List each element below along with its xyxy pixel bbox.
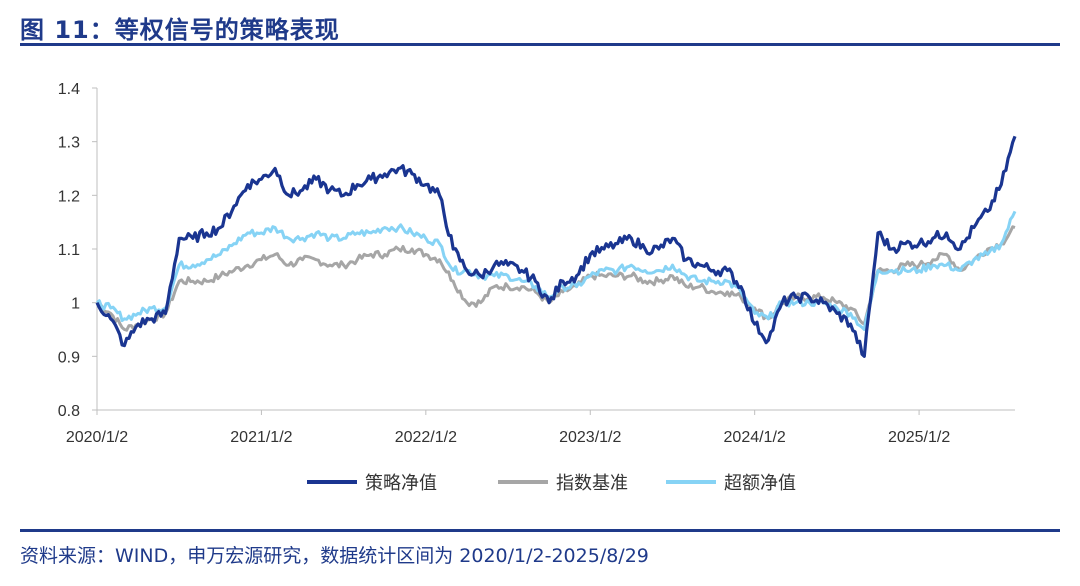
legend-label: 指数基准 <box>556 473 628 494</box>
legend: 策略净值 指数基准 超额净值 <box>307 473 796 494</box>
source-note: 资料来源：WIND，申万宏源研究，数据统计区间为 2020/1/2-2025/8… <box>20 545 649 567</box>
series-lines <box>95 135 1017 358</box>
legend-item-0: 策略净值 <box>307 473 437 494</box>
x-tick-label: 2023/1/2 <box>559 429 621 446</box>
y-tick-label: 1.2 <box>58 188 80 205</box>
y-tick-label: 1.3 <box>58 135 80 152</box>
y-tick-label: 0.9 <box>58 349 80 366</box>
y-tick-label: 1 <box>71 296 80 313</box>
x-tick-label: 2024/1/2 <box>724 429 786 446</box>
legend-item-2: 超额净值 <box>666 473 796 494</box>
y-tick-label: 0.8 <box>58 403 80 420</box>
x-tick-label: 2021/1/2 <box>230 429 292 446</box>
legend-item-1: 指数基准 <box>498 473 628 494</box>
y-tick-label: 1.4 <box>58 81 80 98</box>
line-chart: 0.8 0.9 1 1.1 1.2 1.3 1.4 2020/1/2 2021/1/2 2022/… <box>58 81 1017 494</box>
legend-label: 超额净值 <box>724 473 796 494</box>
axes: 0.8 0.9 1 1.1 1.2 1.3 1.4 2020/1/2 2021/1/2 2022/… <box>58 81 1015 446</box>
y-tick-label: 1.1 <box>58 242 80 259</box>
figure-title: 图 11：等权信号的策略表现 <box>20 16 340 44</box>
x-tick-label: 2022/1/2 <box>395 429 457 446</box>
x-tick-label: 2020/1/2 <box>66 429 128 446</box>
series-line-1 <box>96 225 1016 332</box>
source-rule <box>20 529 1060 532</box>
title-rule <box>20 43 1060 46</box>
x-tick-label: 2025/1/2 <box>888 429 950 446</box>
series-line-0 <box>95 135 1017 358</box>
legend-label: 策略净值 <box>365 473 437 494</box>
